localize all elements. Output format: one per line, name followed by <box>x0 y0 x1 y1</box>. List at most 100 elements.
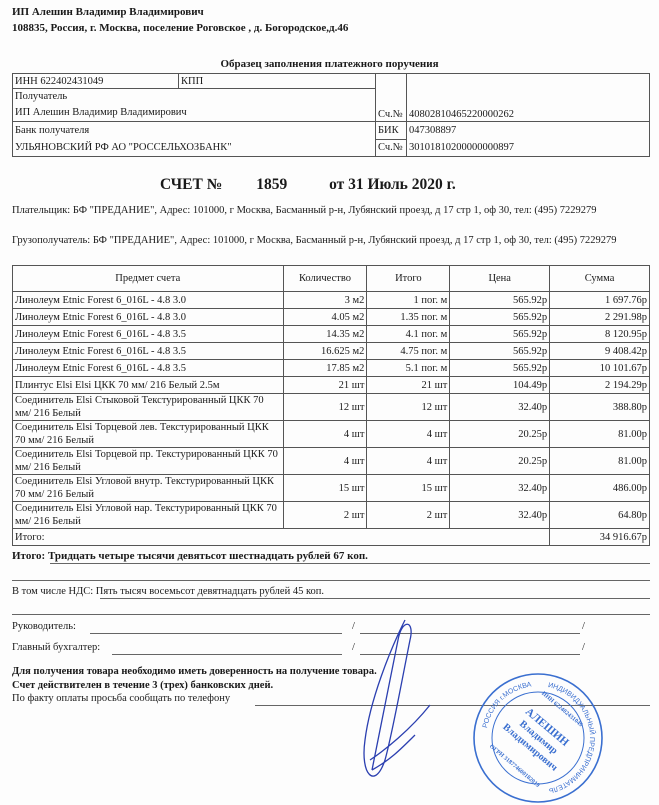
table-row: Плинтус Elsi Elsi ЦКК 70 мм/ 216 Белый 2… <box>12 376 650 394</box>
header-sum: Сумма <box>549 265 650 292</box>
signature-icon <box>363 619 431 777</box>
item-price: 565.92р <box>449 325 551 343</box>
accountant-signature-line <box>112 654 342 655</box>
item-price: 565.92р <box>449 291 551 309</box>
kpp: КПП <box>178 73 376 89</box>
item-quantity: 15 шт <box>282 474 368 502</box>
item-quantity: 17.85 м2 <box>282 359 368 377</box>
item-sum: 388.80р <box>549 393 650 421</box>
item-total: 4.75 пог. м <box>366 342 451 360</box>
table-row: Соединитель Elsi Угловой нар. Текстуриро… <box>12 501 650 529</box>
item-sum: 1 697.76р <box>549 291 650 309</box>
item-total: 1.35 пог. м <box>366 308 451 326</box>
table-row: Линолеум Etnic Forest 6_016L - 4.8 3.5 14… <box>12 325 650 343</box>
slash: / <box>352 642 355 653</box>
total-words: Итого: Тридцать четыре тысячи девятьсот … <box>12 550 368 562</box>
total-sum: 34 916.67р <box>549 528 650 546</box>
note-validity: Счет действителен в течение 3 (трех) бан… <box>12 680 274 691</box>
inn: ИНН 622402431049 <box>12 73 179 89</box>
item-total: 12 шт <box>366 393 451 421</box>
item-price: 565.92р <box>449 308 551 326</box>
note-power-of-attorney: Для получения товара необходимо иметь до… <box>12 666 377 677</box>
item-quantity: 4 шт <box>282 420 368 448</box>
item-name: Соединитель Elsi Торцевой лев. Текстурир… <box>12 420 284 448</box>
item-sum: 10 101.67р <box>549 359 650 377</box>
item-quantity: 12 шт <box>282 393 368 421</box>
item-name: Соединитель Elsi Стыковой Текстурированн… <box>12 393 284 421</box>
invoice-label: СЧЕТ № <box>160 176 223 193</box>
item-total: 15 шт <box>366 474 451 502</box>
item-sum: 8 120.95р <box>549 325 650 343</box>
item-price: 20.25р <box>449 447 551 475</box>
header-price: Цена <box>449 265 551 292</box>
corr-account: 30101810200000000897 <box>406 139 650 157</box>
table-row: Линолеум Etnic Forest 6_016L - 4.8 3.5 16… <box>12 342 650 360</box>
item-quantity: 16.625 м2 <box>282 342 368 360</box>
item-sum: 2 194.29р <box>549 376 650 394</box>
item-price: 565.92р <box>449 342 551 360</box>
item-name: Соединитель Elsi Угловой внутр. Текстури… <box>12 474 284 502</box>
item-name: Линолеум Etnic Forest 6_016L - 4.8 3.5 <box>12 342 284 360</box>
vat-label: В том числе НДС: <box>12 586 94 597</box>
item-total: 5.1 пог. м <box>366 359 451 377</box>
item-sum: 64.80р <box>549 501 650 529</box>
vat: В том числе НДС: Пять тысяч восемьсот де… <box>12 586 324 597</box>
table-row: Линолеум Etnic Forest 6_016L - 4.8 3.0 4.… <box>12 308 650 326</box>
slash: / <box>582 642 585 653</box>
table-row: Соединитель Elsi Торцевой пр. Текстуриро… <box>12 447 650 475</box>
bank-label: Банк получателя <box>15 125 90 136</box>
header-subject: Предмет счета <box>12 265 284 292</box>
item-name: Линолеум Etnic Forest 6_016L - 4.8 3.0 <box>12 291 284 309</box>
bik-label: БИК <box>375 121 407 140</box>
header-total: Итого <box>366 265 451 292</box>
item-name: Линолеум Etnic Forest 6_016L - 4.8 3.5 <box>12 359 284 377</box>
supplier-address: 108835, Россия, г. Москва, поселение Рог… <box>12 22 349 34</box>
consignee: Грузополучатель: БФ "ПРЕДАНИЕ", Адрес: 1… <box>12 235 617 246</box>
header-quantity: Количество <box>282 265 368 292</box>
account-number: 40802810465220000262 <box>406 73 650 122</box>
item-price: 20.25р <box>449 420 551 448</box>
payer: Плательщик: БФ "ПРЕДАНИЕ", Адрес: 101000… <box>12 205 597 216</box>
slash: / <box>352 621 355 632</box>
recipient-name: ИП Алешин Владимир Владимирович <box>15 107 187 118</box>
table-row: Соединитель Elsi Угловой внутр. Текстури… <box>12 474 650 502</box>
item-sum: 81.00р <box>549 447 650 475</box>
item-sum: 486.00р <box>549 474 650 502</box>
item-price: 32.40р <box>449 501 551 529</box>
bik: 047308897 <box>406 121 650 139</box>
invoice-date: от 31 Июль 2020 г. <box>329 176 456 193</box>
item-quantity: 4 шт <box>282 447 368 475</box>
table-row: Линолеум Etnic Forest 6_016L - 4.8 3.5 17… <box>12 359 650 377</box>
director-label: Руководитель: <box>12 621 76 632</box>
item-price: 32.40р <box>449 393 551 421</box>
director-signature-line <box>90 633 342 634</box>
invoice-title: СЧЕТ № 1859 от 31 Июль 2020 г. <box>160 176 456 194</box>
item-name: Линолеум Etnic Forest 6_016L - 4.8 3.5 <box>12 325 284 343</box>
item-name: Соединитель Elsi Торцевой пр. Текстуриро… <box>12 447 284 475</box>
item-name: Плинтус Elsi Elsi ЦКК 70 мм/ 216 Белый 2… <box>12 376 284 394</box>
item-total: 1 пог. м <box>366 291 451 309</box>
bank-name: УЛЬЯНОВСКИЙ РФ АО "РОССЕЛЬХОЗБАНК" <box>15 142 232 153</box>
table-row: Линолеум Etnic Forest 6_016L - 4.8 3.0 3 … <box>12 291 650 309</box>
accountant-label: Главный бухгалтер: <box>12 642 101 653</box>
item-quantity: 2 шт <box>282 501 368 529</box>
payment-form-title: Образец заполнения платежного поручения <box>220 58 439 70</box>
vat-text: Пять тысяч восемьсот девятнадцать рублей… <box>95 586 325 597</box>
item-total: 4 шт <box>366 420 451 448</box>
total-words-label: Итого: <box>12 550 46 562</box>
table-row: Соединитель Elsi Стыковой Текстурированн… <box>12 393 650 421</box>
total-row: Итого: 34 916.67р <box>11 528 650 546</box>
total-words-text: Тридцать четыре тысячи девятьсот шестнад… <box>47 550 368 562</box>
payment-details-table: ИНН 622402431049 КПП Сч.№ 40802810465220… <box>12 73 650 157</box>
account-label: Сч.№ <box>375 73 407 122</box>
slash: / <box>582 621 585 632</box>
recipient-label: Получатель <box>15 91 68 102</box>
item-sum: 2 291.98р <box>549 308 650 326</box>
item-price: 104.49р <box>449 376 551 394</box>
item-total: 4 шт <box>366 447 451 475</box>
item-price: 32.40р <box>449 474 551 502</box>
item-total: 21 шт <box>366 376 451 394</box>
table-row: Соединитель Elsi Торцевой лев. Текстурир… <box>12 420 650 448</box>
item-quantity: 14.35 м2 <box>282 325 368 343</box>
invoice-number: 1859 <box>256 176 288 193</box>
